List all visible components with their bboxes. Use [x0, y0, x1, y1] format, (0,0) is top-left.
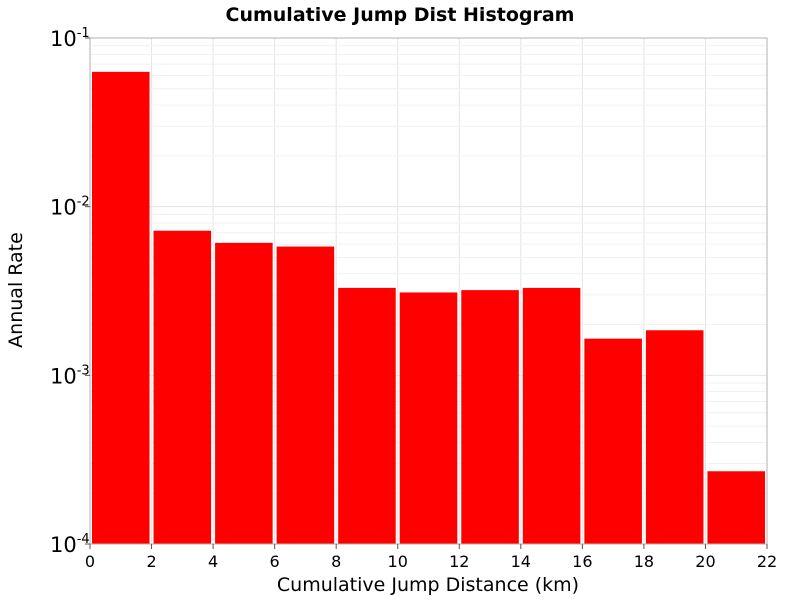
histogram-bar	[153, 230, 212, 544]
y-axis-ticks: 10-1 10-2 10-3 10-4	[50, 26, 90, 557]
histogram-bar	[215, 242, 273, 544]
bars-group	[92, 71, 765, 545]
x-tick-label: 18	[634, 552, 654, 571]
x-tick-label: 16	[572, 552, 592, 571]
histogram-bar	[276, 246, 335, 544]
x-tick-label: 20	[695, 552, 715, 571]
x-tick-label: 0	[85, 552, 95, 571]
histogram-bar	[461, 290, 519, 544]
histogram-bar	[645, 330, 704, 544]
histogram-bar	[584, 338, 642, 544]
x-tick-label: 4	[208, 552, 218, 571]
y-tick-label: 10-2	[50, 195, 90, 220]
histogram-bar	[92, 71, 150, 545]
x-tick-label: 2	[146, 552, 156, 571]
histogram-bar	[707, 471, 765, 544]
plot-frame	[89, 37, 768, 545]
histogram-bar	[399, 292, 458, 544]
x-tick-label: 22	[757, 552, 777, 571]
histogram-bar	[522, 287, 581, 544]
x-tick-label: 8	[331, 552, 341, 571]
x-tick-label: 14	[511, 552, 531, 571]
y-tick-label: 10-3	[50, 363, 90, 388]
x-tick-label: 6	[270, 552, 280, 571]
y-tick-label: 10-1	[50, 26, 90, 51]
chart-title: Cumulative Jump Dist Histogram	[226, 4, 575, 26]
x-tick-label: 12	[449, 552, 469, 571]
histogram-bar	[338, 287, 396, 544]
y-tick-label: 10-4	[50, 532, 90, 557]
x-axis-ticks: 0 2 4 6 8 10 12 14 16 18 20 22	[85, 544, 777, 571]
x-tick-label: 10	[388, 552, 408, 571]
y-axis-label: Annual Rate	[5, 232, 27, 348]
x-axis-label: Cumulative Jump Distance (km)	[277, 574, 579, 596]
